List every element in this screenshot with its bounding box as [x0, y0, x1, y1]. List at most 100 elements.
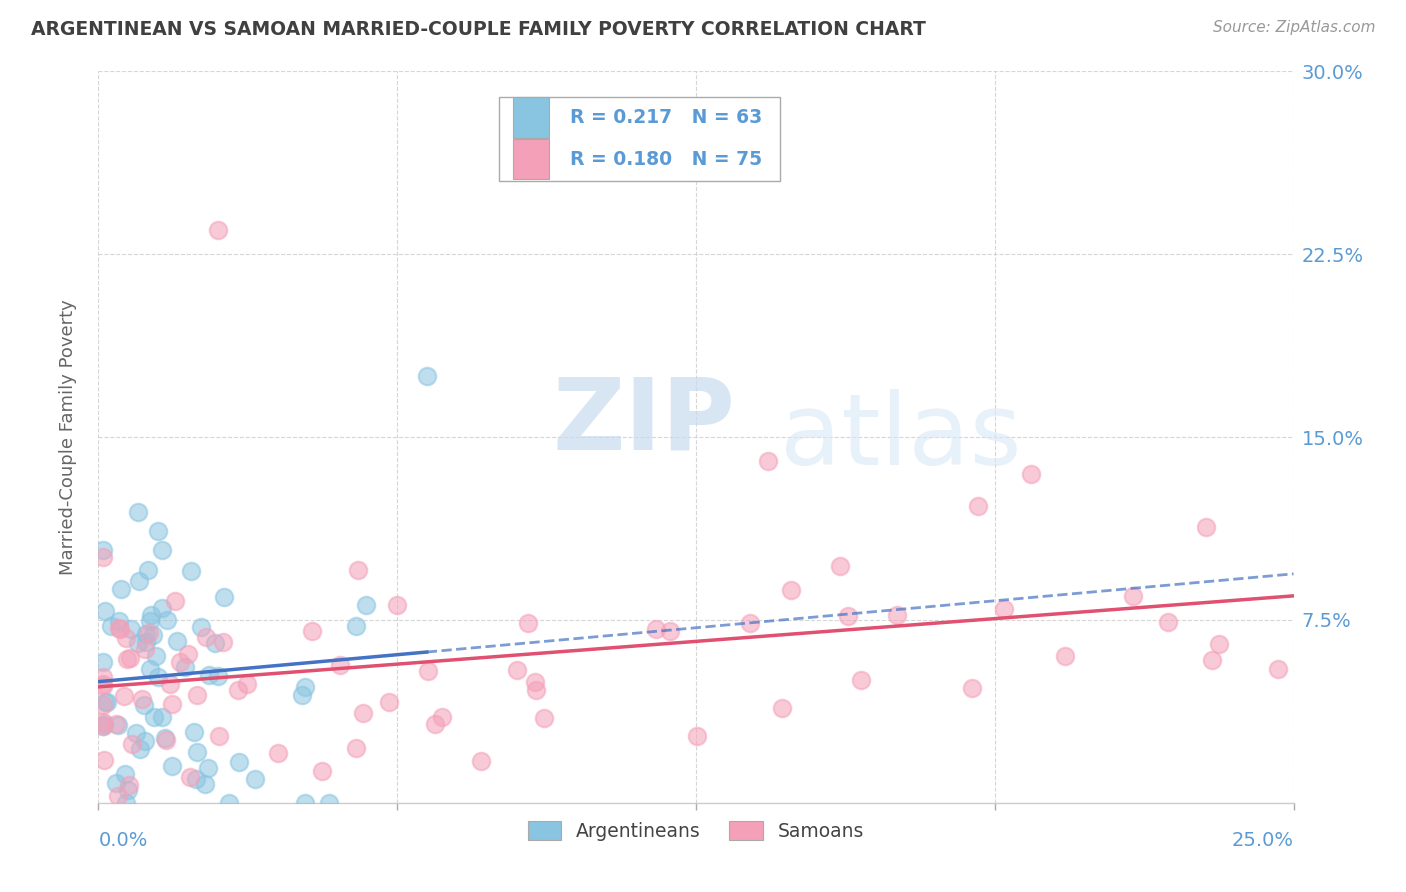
Point: [112, 689, 135, 703]
Point: [120, 651, 142, 665]
Point: [146, 670, 169, 684]
Point: [107, 718, 129, 732]
Point: [115, 631, 138, 645]
FancyBboxPatch shape: [499, 97, 780, 181]
Point: [194, 630, 217, 644]
Point: [354, 598, 377, 612]
Point: [169, 655, 191, 669]
Point: [204, 635, 226, 649]
Point: [115, 652, 138, 666]
FancyBboxPatch shape: [513, 139, 548, 179]
Point: [524, 675, 547, 690]
Point: [470, 755, 492, 769]
Point: [197, 760, 219, 774]
Point: [344, 740, 367, 755]
Point: [139, 614, 162, 628]
Point: [685, 729, 707, 743]
Point: [236, 677, 259, 691]
Point: [134, 698, 156, 712]
Point: [517, 616, 540, 631]
Point: [91, 676, 114, 690]
Point: [174, 659, 197, 673]
Point: [166, 633, 188, 648]
Point: [207, 668, 229, 682]
Point: [1157, 615, 1180, 630]
Point: [143, 710, 166, 724]
Point: [114, 766, 136, 780]
Point: [138, 626, 160, 640]
Point: [128, 742, 150, 756]
Point: [141, 607, 163, 622]
Y-axis label: Married-Couple Family Poverty: Married-Couple Family Poverty: [59, 299, 77, 575]
Point: [506, 663, 529, 677]
Point: [198, 668, 221, 682]
Point: [179, 770, 201, 784]
Point: [291, 688, 314, 702]
Point: [104, 775, 127, 789]
Point: [344, 619, 367, 633]
Point: [418, 664, 440, 678]
Point: [770, 700, 793, 714]
Text: ZIP: ZIP: [553, 374, 735, 471]
Point: [91, 718, 114, 732]
Point: [352, 706, 374, 721]
Point: [828, 559, 851, 574]
Point: [993, 602, 1015, 616]
Point: [94, 695, 117, 709]
Point: [160, 759, 183, 773]
Point: [156, 614, 179, 628]
Point: [266, 746, 288, 760]
Point: [118, 778, 141, 792]
Point: [91, 679, 114, 693]
Point: [207, 223, 229, 237]
Text: Source: ZipAtlas.com: Source: ZipAtlas.com: [1212, 20, 1375, 35]
Point: [153, 731, 176, 745]
Point: [967, 500, 990, 514]
Point: [1201, 652, 1223, 666]
Point: [183, 724, 205, 739]
Point: [150, 543, 173, 558]
Point: [385, 599, 408, 613]
Point: [346, 563, 368, 577]
Text: 25.0%: 25.0%: [1232, 830, 1294, 849]
Point: [659, 624, 682, 638]
Point: [177, 648, 200, 662]
Point: [779, 583, 801, 598]
Point: [186, 688, 208, 702]
Point: [1122, 589, 1144, 603]
Point: [243, 772, 266, 787]
Point: [91, 698, 114, 713]
Point: [849, 673, 872, 687]
Point: [121, 737, 143, 751]
Point: [128, 574, 150, 588]
Point: [125, 726, 148, 740]
Point: [150, 601, 173, 615]
Point: [105, 717, 128, 731]
FancyBboxPatch shape: [513, 97, 548, 137]
Point: [91, 670, 114, 684]
Point: [155, 733, 177, 747]
Point: [1267, 662, 1289, 676]
Point: [207, 729, 229, 743]
Point: [533, 711, 555, 725]
Point: [145, 649, 167, 664]
Point: [756, 454, 779, 468]
Point: [93, 716, 115, 731]
Point: [160, 698, 183, 712]
Legend: Argentineans, Samoans: Argentineans, Samoans: [520, 814, 872, 848]
Point: [301, 624, 323, 638]
Point: [127, 636, 149, 650]
Point: [91, 714, 114, 729]
Point: [212, 634, 235, 648]
Point: [91, 655, 114, 669]
Point: [135, 635, 157, 649]
Point: [150, 710, 173, 724]
Point: [186, 745, 208, 759]
Point: [190, 620, 212, 634]
Point: [142, 628, 165, 642]
Point: [186, 772, 208, 786]
Point: [194, 777, 217, 791]
Text: R = 0.180   N = 75: R = 0.180 N = 75: [571, 150, 762, 169]
Point: [107, 789, 129, 803]
Point: [423, 716, 446, 731]
